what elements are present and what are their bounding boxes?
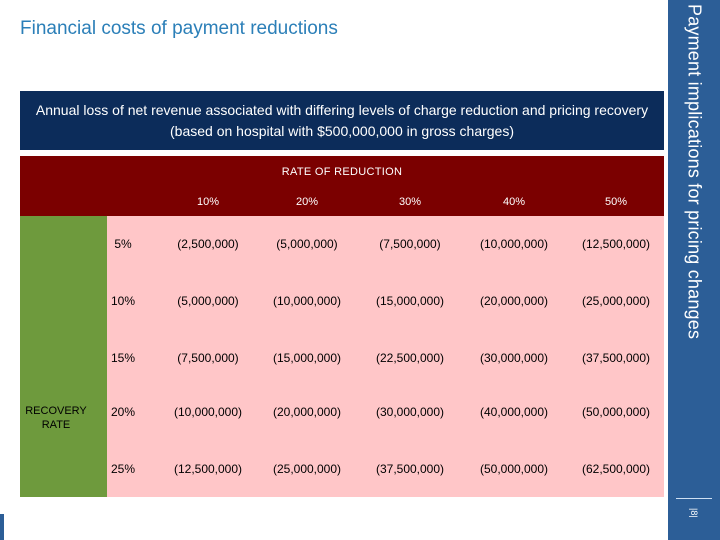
recovery-rate-label: RECOVERY RATE — [25, 405, 87, 431]
table-cell: (20,000,000) — [272, 405, 342, 419]
table-cell: (15,000,000) — [375, 294, 445, 308]
row-header: 25% — [110, 462, 136, 476]
table-cell: (25,000,000) — [272, 462, 342, 476]
row-header: 5% — [114, 237, 132, 251]
recovery-rate-band: RECOVERY RATE — [20, 216, 107, 497]
table-cell: (5,000,000) — [177, 294, 239, 308]
table-cell: (10,000,000) — [173, 405, 243, 419]
table-cell: (30,000,000) — [375, 405, 445, 419]
column-header: 10% — [196, 196, 220, 208]
slide-title: Financial costs of payment reductions — [20, 18, 338, 39]
table-cell: (40,000,000) — [479, 405, 549, 419]
column-header: 50% — [604, 196, 628, 208]
table-cell: (7,500,000) — [379, 237, 441, 251]
table-cell: (10,000,000) — [479, 237, 549, 251]
side-title: Payment implications for pricing changes — [684, 4, 705, 340]
table-cell: (20,000,000) — [479, 294, 549, 308]
table-cell: (30,000,000) — [479, 351, 549, 365]
table-cell: (50,000,000) — [479, 462, 549, 476]
table-cell: (62,500,000) — [581, 462, 651, 476]
table-cell: (37,500,000) — [581, 351, 651, 365]
table-cell: (37,500,000) — [375, 462, 445, 476]
subtitle-text: Annual loss of net revenue associated wi… — [35, 101, 649, 139]
table-cell: (15,000,000) — [272, 351, 342, 365]
rate-of-reduction-heading: RATE OF REDUCTION — [281, 166, 403, 178]
cost-table: RATE OF REDUCTION 10% 20% 30% 40% 50% RECOVE… — [20, 156, 664, 497]
table-cell: (22,500,000) — [375, 351, 445, 365]
table-cell: (10,000,000) — [272, 294, 342, 308]
table-cell: (12,500,000) — [173, 462, 243, 476]
left-edge-accent — [0, 514, 4, 540]
table-cell: (50,000,000) — [581, 405, 651, 419]
table-body — [107, 216, 664, 497]
table-cell: (25,000,000) — [581, 294, 651, 308]
subtitle-box: Annual loss of net revenue associated wi… — [20, 91, 664, 150]
table-cell: (12,500,000) — [581, 237, 651, 251]
row-header: 10% — [110, 294, 136, 308]
side-title-band: Payment implications for pricing changes… — [668, 0, 720, 540]
row-header: 20% — [110, 405, 136, 419]
table-header-band: RATE OF REDUCTION 10% 20% 30% 40% 50% — [20, 156, 664, 216]
column-header: 30% — [398, 196, 422, 208]
page-number: |8| — [689, 508, 699, 518]
column-header: 20% — [295, 196, 319, 208]
band-divider — [676, 498, 712, 499]
table-cell: (5,000,000) — [276, 237, 338, 251]
table-cell: (7,500,000) — [177, 351, 239, 365]
table-cell: (2,500,000) — [177, 237, 239, 251]
row-header: 15% — [110, 351, 136, 365]
column-header: 40% — [502, 196, 526, 208]
